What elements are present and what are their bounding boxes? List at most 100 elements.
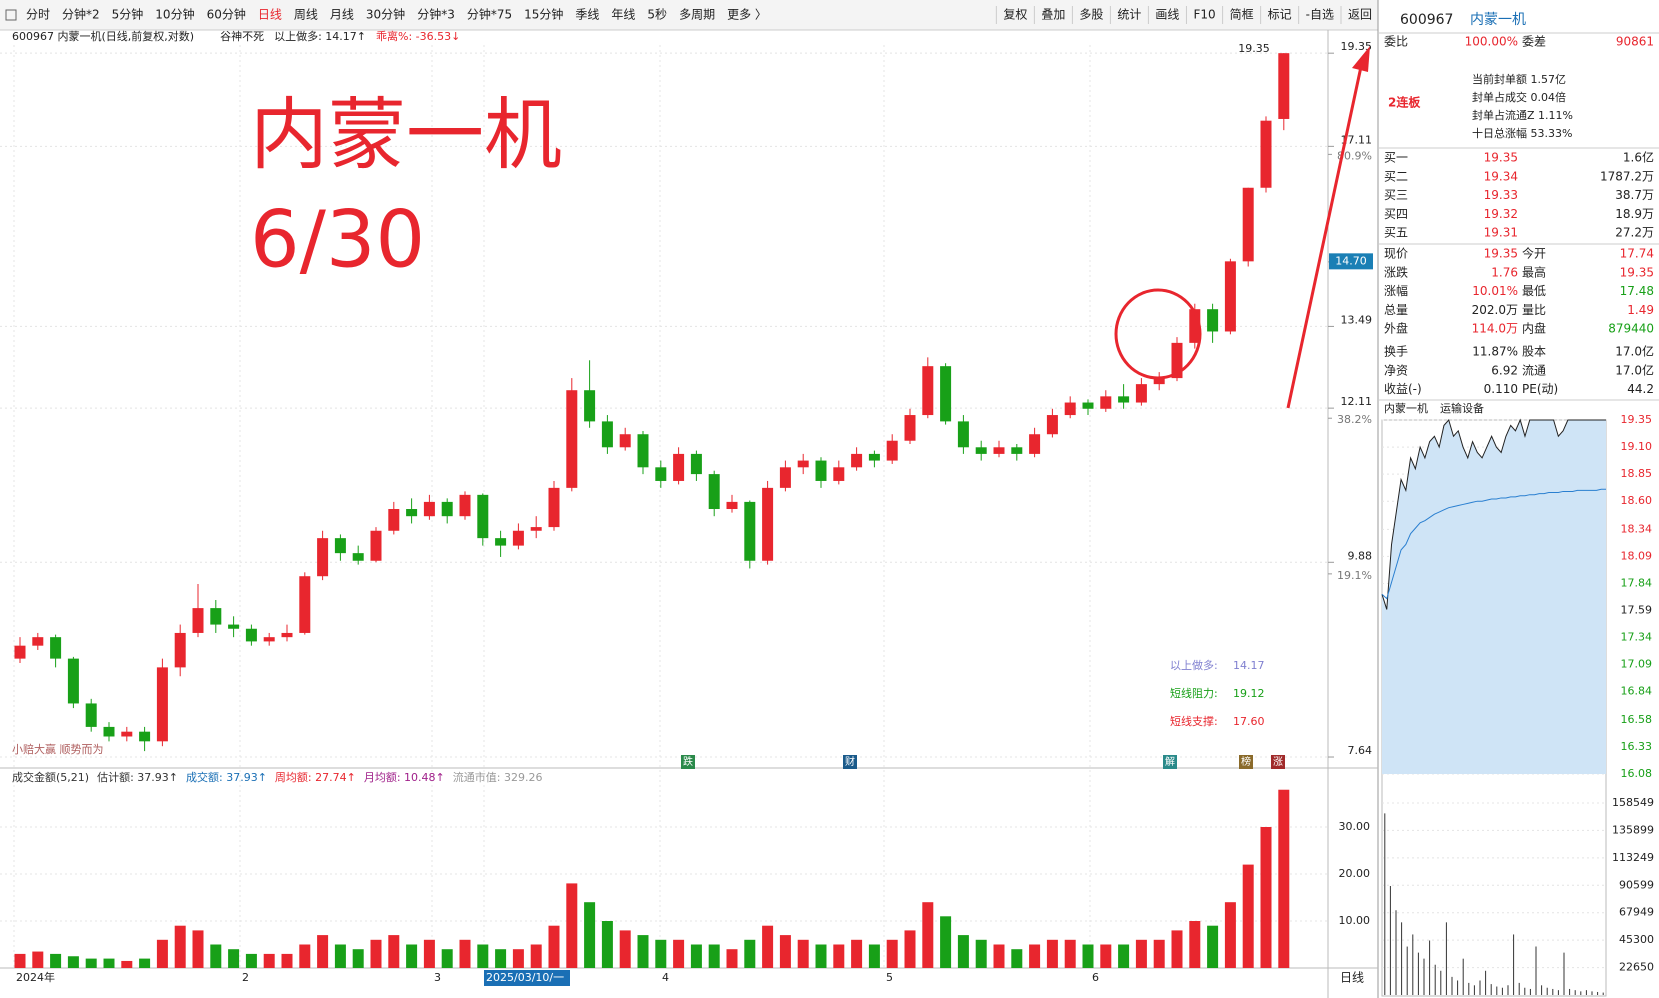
candle-body — [121, 731, 133, 737]
intraday-tick-label: 17.59 — [1621, 604, 1653, 617]
intraday-tick-label: 16.84 — [1621, 685, 1653, 698]
bid-price: 19.34 — [1484, 169, 1518, 183]
candle-body — [1011, 447, 1023, 454]
event-label: 涨 — [1273, 756, 1283, 768]
tool-button[interactable]: 复权 — [1003, 8, 1027, 22]
tool-button[interactable]: 多股 — [1079, 8, 1103, 22]
intraday-tick-label: 17.09 — [1621, 658, 1653, 671]
candle-body — [495, 538, 507, 546]
volume-bar — [922, 902, 934, 968]
candle-body — [833, 467, 845, 481]
candle-body — [334, 538, 346, 554]
current-price-box — [1329, 253, 1373, 270]
volume-bar — [584, 902, 596, 968]
bid-price: 19.33 — [1484, 188, 1518, 202]
intraday-tick-label: 16.33 — [1621, 740, 1653, 753]
candle-body — [174, 632, 186, 668]
info-long: 以上做多: 14.17↑ — [274, 29, 366, 43]
period-tab[interactable]: 分钟*2 — [62, 7, 100, 22]
period-tab[interactable]: 60分钟 — [207, 7, 246, 22]
period-tab[interactable]: 年线 — [611, 8, 635, 22]
stat-label: 涨幅 — [1384, 283, 1408, 298]
seal-info: 封单占成交 0.04倍 — [1472, 90, 1566, 104]
annotation-name: 内蒙一机 — [250, 90, 562, 180]
date-label: 2024年 — [16, 970, 55, 984]
candle-body — [228, 624, 240, 629]
period-tab[interactable]: 5秒 — [647, 8, 667, 22]
candle-body — [601, 421, 613, 448]
volume-bar — [67, 956, 79, 968]
annotation-date: 6/30 — [250, 195, 425, 285]
volume-bar — [833, 944, 845, 968]
candle-body — [690, 453, 702, 475]
period-tab[interactable]: 分钟*3 — [417, 7, 455, 22]
volume-bar — [1278, 789, 1290, 968]
stat-value: 17.0亿 — [1615, 344, 1654, 359]
tool-button[interactable]: 叠加 — [1041, 8, 1065, 22]
candle-body — [548, 487, 560, 528]
candle-body — [904, 415, 916, 441]
period-tab[interactable]: 5分钟 — [112, 7, 144, 22]
wb-value: 100.00% — [1465, 35, 1518, 49]
candle-body — [886, 440, 898, 461]
wc-label: 委差 — [1522, 35, 1546, 49]
candle-body — [673, 453, 685, 481]
bid-volume: 1787.2万 — [1600, 169, 1654, 183]
candle-body — [815, 460, 827, 481]
candle-body — [530, 527, 542, 531]
candle-body — [423, 501, 435, 517]
arrow-line — [1286, 61, 1364, 409]
period-tab[interactable]: 周线 — [294, 8, 318, 22]
tool-button[interactable]: 统计 — [1117, 8, 1141, 22]
panel-tab[interactable]: 内蒙一机 — [1384, 401, 1428, 415]
volume-bar — [477, 944, 489, 968]
period-tab[interactable]: 30分钟 — [366, 7, 405, 22]
period-tab[interactable]: 分钟*75 — [467, 7, 512, 22]
arrow-head — [1352, 46, 1370, 72]
intraday-tick-label: 17.84 — [1621, 576, 1653, 589]
candle-body — [317, 538, 329, 577]
period-tab[interactable]: 月线 — [330, 8, 354, 22]
period-tab[interactable]: 10分钟 — [155, 7, 194, 22]
volume-bar — [423, 939, 435, 968]
candle-body — [388, 509, 400, 531]
panel-tab[interactable]: 运输设备 — [1440, 401, 1484, 415]
tool-button[interactable]: 画线 — [1155, 8, 1179, 22]
period-tab[interactable]: 更多 〉 — [727, 8, 767, 22]
period-tab[interactable]: 15分钟 — [524, 7, 563, 22]
candle-body — [1135, 384, 1147, 403]
volume-bar — [619, 930, 631, 968]
intraday-volume-tick: 135899 — [1612, 823, 1654, 836]
period-tab[interactable]: 分时 — [26, 8, 50, 22]
tool-button[interactable]: 标记 — [1268, 8, 1292, 22]
y-tick-label: 19.35 — [1341, 40, 1373, 53]
info-indicator: 谷神不死 — [220, 29, 264, 43]
legend-value: 14.17 — [1233, 659, 1265, 672]
date-label: 5 — [886, 971, 893, 984]
volume-bar — [1153, 939, 1165, 968]
candle-body — [245, 628, 257, 642]
stat-label: 现价 — [1384, 247, 1408, 261]
bid-label: 买三 — [1384, 188, 1408, 202]
tool-button[interactable]: 简框 — [1230, 8, 1254, 22]
info-title: 600967 内蒙一机(日线,前复权,对数) — [12, 29, 194, 43]
candle-body — [993, 447, 1005, 454]
info-bias: 乖离%: -36.53↓ — [376, 29, 460, 43]
legend-value: 17.60 — [1233, 715, 1265, 728]
period-tab[interactable]: 季线 — [575, 8, 599, 22]
volume-bar — [245, 953, 257, 968]
tool-button[interactable]: 返回 — [1348, 8, 1372, 22]
intraday-tick-label: 17.34 — [1621, 631, 1653, 644]
volume-bar — [655, 939, 667, 968]
candle-body — [708, 474, 720, 510]
tool-button[interactable]: -自选 — [1306, 8, 1334, 22]
candle-body — [406, 509, 418, 517]
volume-header: 流通市值: 329.26 — [453, 770, 543, 784]
event-badge — [1239, 755, 1253, 769]
candle-body — [940, 366, 952, 422]
intraday-volume-tick: 45300 — [1619, 933, 1654, 946]
period-tab[interactable]: 日线 — [258, 8, 282, 22]
tool-button[interactable]: F10 — [1193, 8, 1215, 22]
period-tab[interactable]: 多周期 — [679, 8, 715, 22]
fib-label: 80.9% — [1337, 149, 1372, 162]
